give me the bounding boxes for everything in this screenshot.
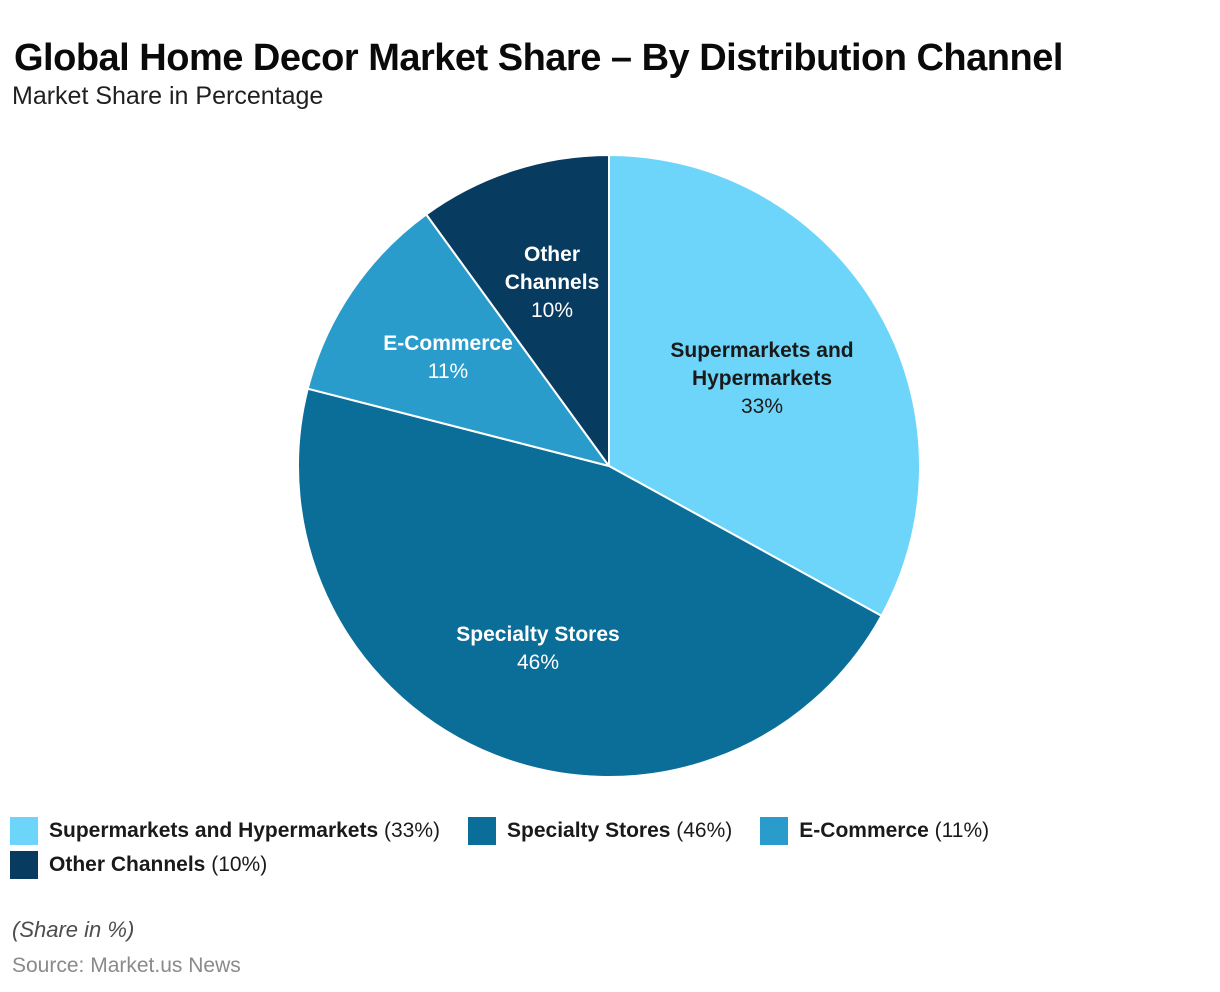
pie-slice-label-other-channels: Other Channels 10% bbox=[505, 243, 600, 322]
legend-item-other-channels: Other Channels (10%) bbox=[10, 850, 267, 879]
legend-swatch-specialty-stores bbox=[468, 816, 497, 845]
chart-title: Global Home Decor Market Share – By Dist… bbox=[14, 37, 1063, 80]
pie-slice-label-supermarkets-and-hypermarkets: Supermarkets and Hypermarkets 33% bbox=[670, 339, 853, 418]
legend-label-supermarkets-and-hypermarkets: Supermarkets and Hypermarkets (33%) bbox=[49, 818, 441, 842]
legend-label-specialty-stores: Specialty Stores (46%) bbox=[507, 818, 733, 842]
pie-slice-e-commerce bbox=[306, 213, 610, 467]
share-unit-note: (Share in %) bbox=[12, 917, 135, 942]
pie-slice-other-channels bbox=[425, 154, 610, 467]
legend-swatch-supermarkets-and-hypermarkets bbox=[10, 816, 38, 845]
legend-item-specialty-stores: Specialty Stores (46%) bbox=[468, 816, 732, 845]
legend-label-e-commerce: E-Commerce (11%) bbox=[799, 818, 990, 842]
chart-subtitle: Market Share in Percentage bbox=[12, 82, 324, 110]
legend-swatch-other-channels bbox=[10, 850, 38, 879]
pie-slice-label-e-commerce: E-Commerce 11% bbox=[383, 332, 513, 383]
legend-label-other-channels: Other Channels (10%) bbox=[49, 852, 268, 876]
pie-slice-supermarkets-and-hypermarkets bbox=[608, 154, 921, 617]
source-attribution: Source: Market.us News bbox=[12, 954, 241, 977]
legend-swatch-e-commerce bbox=[760, 816, 789, 845]
pie-slice-label-specialty-stores: Specialty Stores 46% bbox=[456, 623, 619, 674]
legend-item-e-commerce: E-Commerce (11%) bbox=[760, 816, 989, 845]
legend: Supermarkets and Hypermarkets (33%) Speci… bbox=[10, 816, 1210, 879]
pie-slice-specialty-stores bbox=[297, 387, 883, 779]
legend-item-supermarkets-and-hypermarkets: Supermarkets and Hypermarkets (33%) bbox=[10, 816, 440, 845]
